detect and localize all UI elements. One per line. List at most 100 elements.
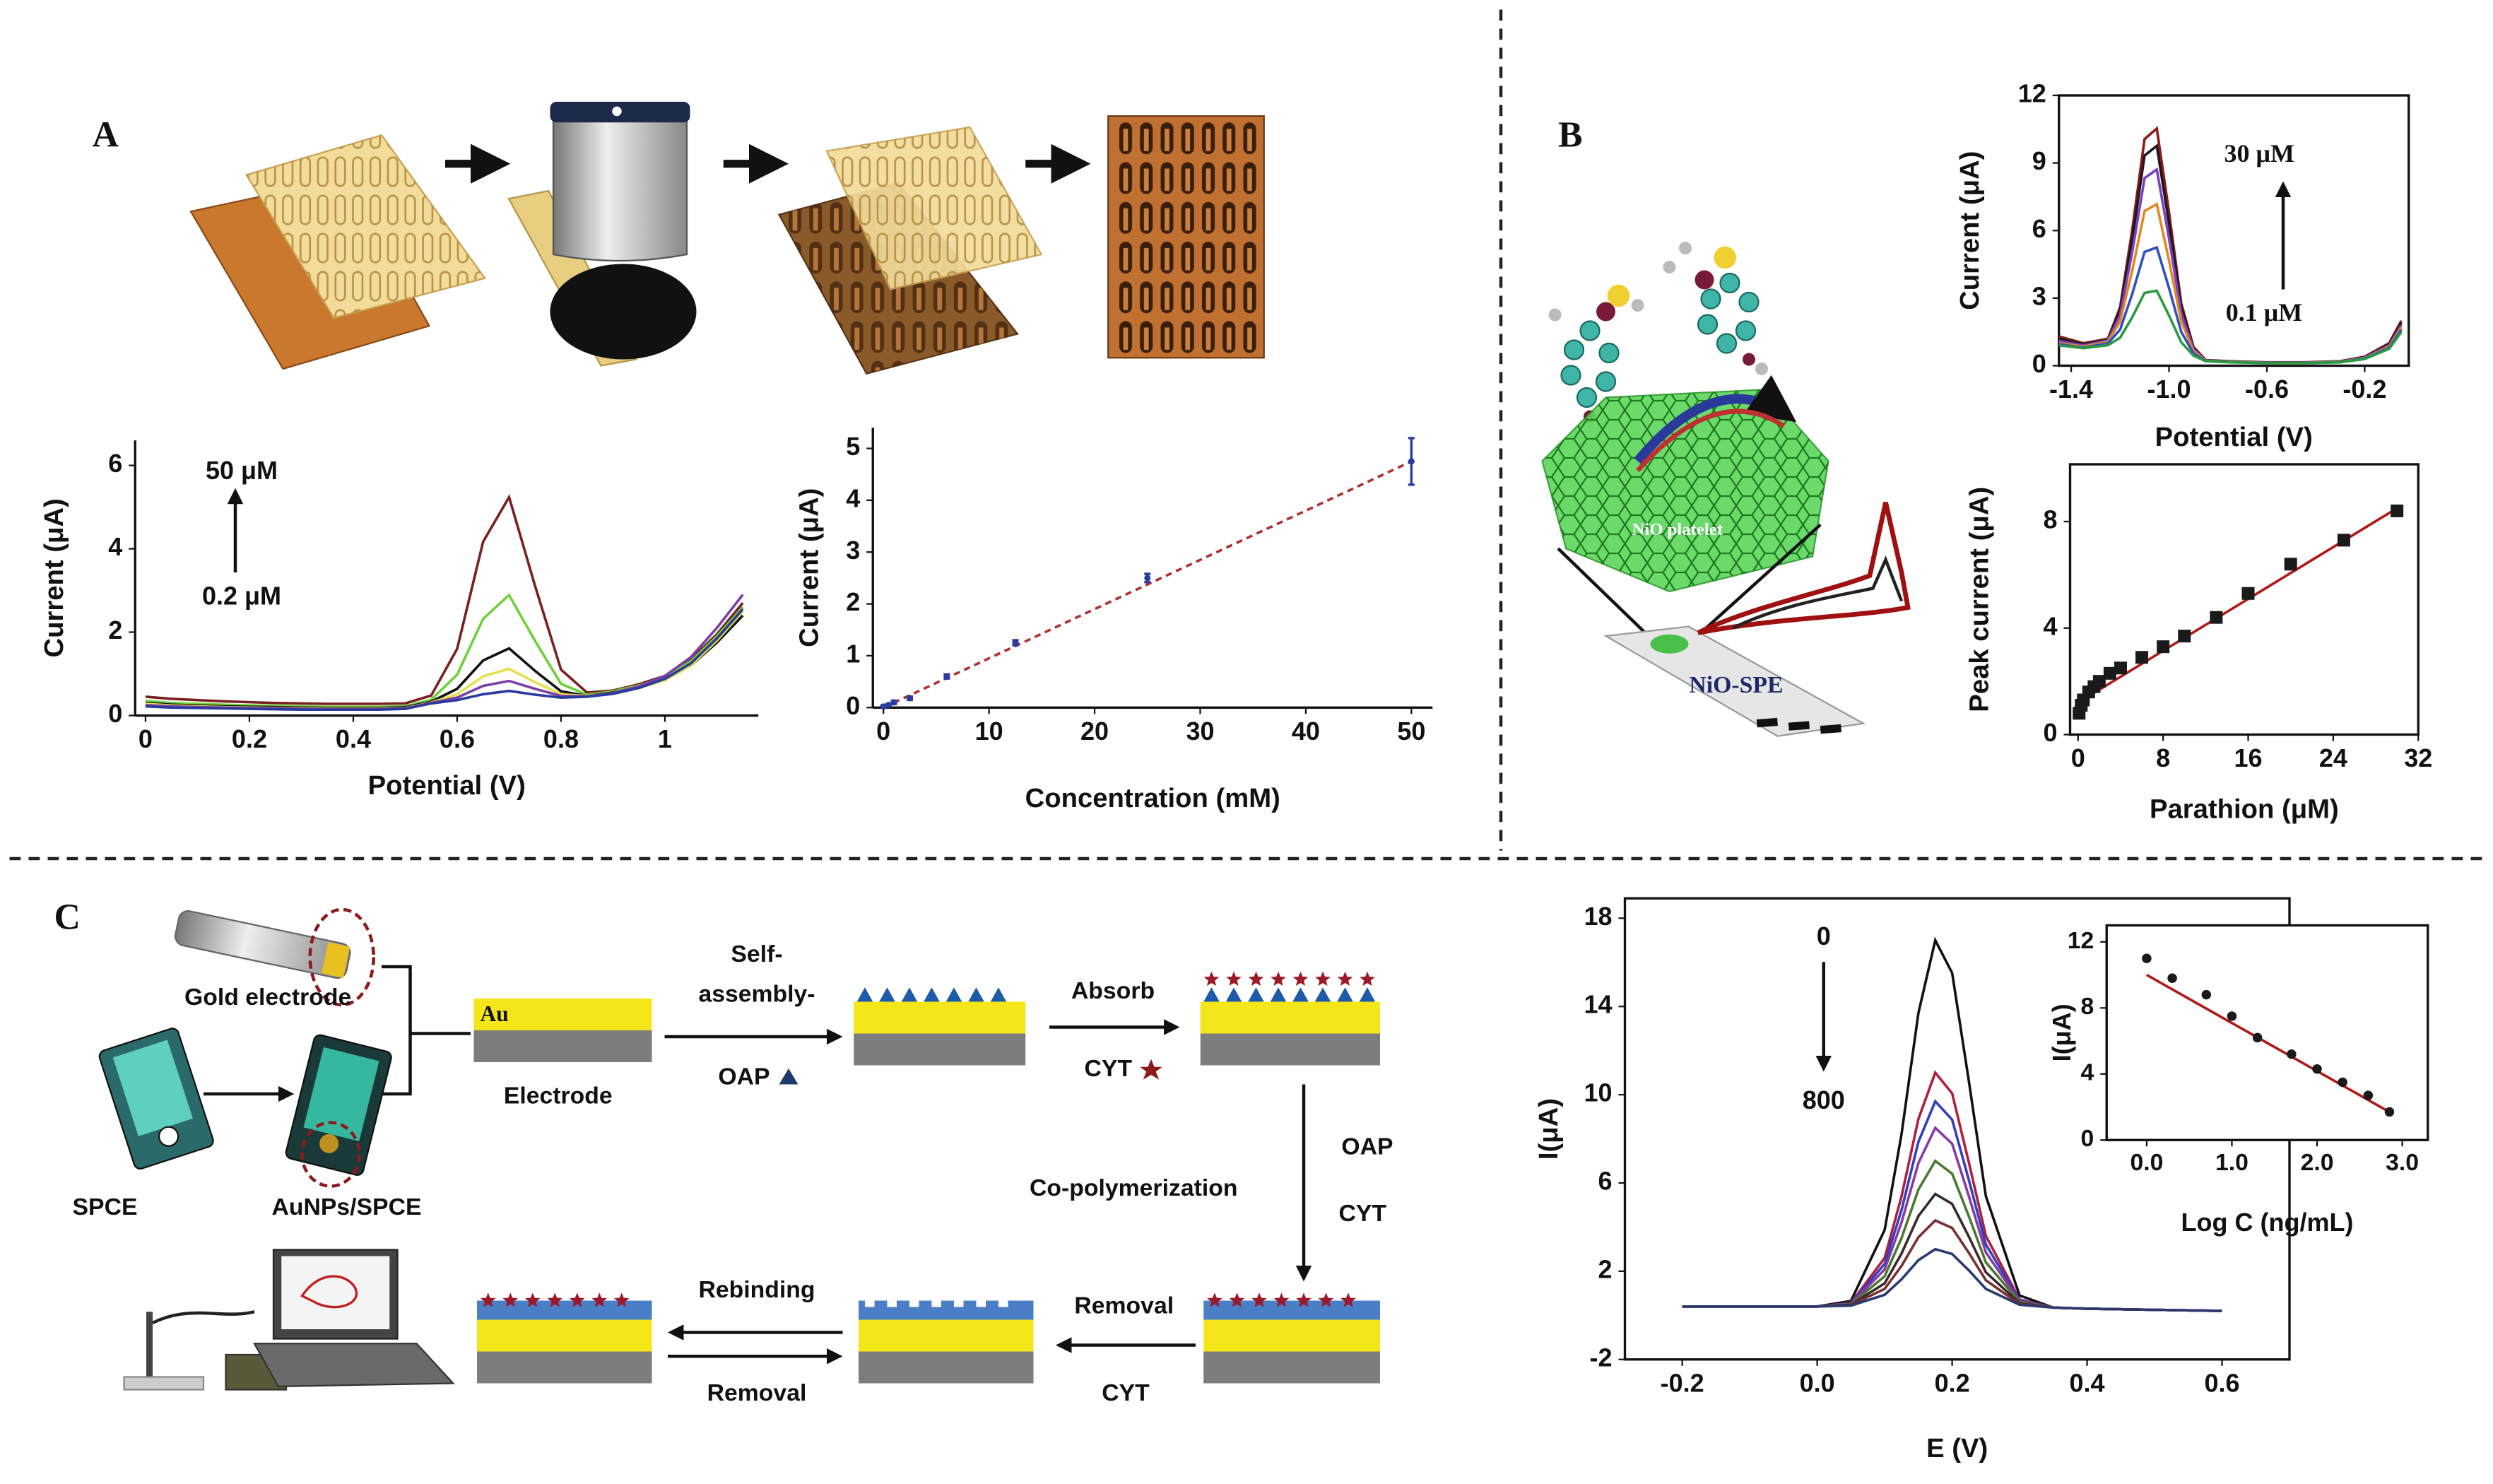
chart: -1.4 -1.0 -0.6 -0.2 0 3 6 9 12 Potential (V) Curre… (1955, 79, 2410, 452)
mip-scheme-part (174, 910, 351, 979)
oap-monomer (1248, 987, 1264, 1002)
imprinted-cavity (909, 1300, 919, 1307)
nio-scheme (1541, 242, 1911, 737)
trendline (2146, 974, 2391, 1114)
data-line (2058, 289, 2403, 365)
cyt-template (502, 1292, 519, 1307)
data-point (2142, 953, 2152, 963)
scheme-label: NiO platelet (1632, 520, 1723, 539)
label: Rebinding (699, 1276, 815, 1303)
mip-scheme-part (174, 910, 351, 979)
y-tick-label: 4 (846, 483, 860, 512)
y-tick-label: 2 (1598, 1254, 1612, 1283)
cyt-template (591, 1292, 608, 1307)
label: CYT (1102, 1379, 1150, 1406)
mip-scheme-part (319, 1133, 339, 1153)
x-tick-label: 8 (2156, 743, 2170, 772)
cyt-template (613, 1292, 630, 1307)
data-point (2241, 587, 2255, 600)
printing-scheme-part (612, 106, 622, 117)
mip-scheme-part (779, 1068, 798, 1085)
nio-scheme-part (1631, 299, 1644, 312)
data-point (2135, 651, 2149, 664)
y-tick-label: 0 (2043, 718, 2057, 747)
nio-scheme-part (1560, 272, 1760, 408)
nio-scheme-part (1635, 408, 1786, 473)
label: Removal (1074, 1292, 1174, 1319)
y-tick-label: -2 (1589, 1343, 1612, 1372)
data-point (2384, 1107, 2395, 1117)
polymer-film (1203, 1300, 1380, 1320)
gold-layer (1203, 1319, 1380, 1352)
mip-scheme (98, 907, 1380, 1391)
data-point (1012, 640, 1019, 647)
x-tick-label: 2.0 (2301, 1149, 2334, 1176)
chart: -0.2 0.0 0.2 0.4 0.6 -2 2 6 10 14 18 E (V) I(μA) (1533, 897, 2291, 1464)
y-tick-label: 4 (108, 532, 122, 561)
gold-layer (477, 1319, 652, 1352)
nio-scheme-part (1743, 353, 1755, 366)
separators (9, 9, 2484, 861)
data-point (2201, 989, 2212, 1000)
oap-monomer (1314, 987, 1331, 1002)
nio-scheme-part (1548, 308, 1562, 322)
y-axis-label: I(μA) (2047, 1003, 2076, 1061)
nio-scheme-part (1714, 246, 1736, 269)
label: OAP (718, 1063, 770, 1090)
cyt-template (1292, 971, 1309, 987)
data-point (2210, 611, 2223, 624)
plot-frame (2068, 463, 2420, 736)
mip-scheme-part (300, 1275, 358, 1309)
printing-scheme-part (827, 127, 1042, 290)
oap-monomer (1292, 987, 1309, 1002)
cyt-template (1251, 1292, 1267, 1307)
nio-scheme-part (1595, 371, 1617, 392)
imprinted-cavity (865, 1300, 875, 1307)
data-line (145, 594, 744, 711)
data-point (2338, 1077, 2347, 1088)
x-tick-label: 10 (975, 717, 1003, 746)
mip-scheme-part (1140, 1059, 1162, 1080)
y-tick-label: 4 (2080, 1059, 2094, 1086)
printing-scheme (189, 102, 1265, 375)
x-tick-label: 16 (2234, 743, 2262, 772)
data-point (1144, 575, 1151, 582)
y-tick-label: 10 (1584, 1078, 1612, 1107)
x-tick-label: 0.0 (2130, 1149, 2163, 1176)
nio-scheme-part (1634, 375, 1797, 464)
y-tick-label: 12 (2068, 927, 2094, 954)
data-point (2337, 534, 2350, 547)
mip-scheme-part (112, 1040, 193, 1136)
data-point (2167, 973, 2177, 984)
nio-scheme-part (1687, 523, 1822, 645)
cyt-template (1337, 971, 1353, 987)
trendline (883, 460, 1413, 709)
y-tick-label: 3 (846, 536, 860, 565)
nio-scheme-part (1755, 363, 1768, 376)
mip-scheme-part (382, 965, 471, 1096)
x-tick-label: 1.0 (2215, 1149, 2249, 1176)
nio-scheme-part (1557, 547, 1658, 645)
nio-scheme-part (1756, 717, 1841, 734)
nio-scheme-part (1695, 270, 1714, 290)
y-tick-label: 8 (2043, 505, 2057, 534)
data-line (1682, 1247, 2222, 1312)
nio-scheme-part (1735, 320, 1757, 341)
nio-scheme-part (1576, 387, 1598, 408)
x-tick-label: 0.6 (440, 724, 475, 753)
y-tick-label: 0 (2080, 1125, 2094, 1152)
mip-scheme-part (151, 1310, 255, 1325)
x-tick-label: -1.0 (2147, 375, 2191, 404)
nio-scheme-part (1563, 339, 1585, 360)
cyt-template (569, 1292, 585, 1307)
y-tick-label: 0 (2032, 349, 2046, 378)
annotation: 50 μM (206, 456, 278, 485)
x-axis-label: Log C (ng/mL) (2181, 1208, 2354, 1237)
y-tick-label: 6 (2032, 214, 2046, 243)
data-line (1682, 1192, 2222, 1312)
x-tick-label: -1.4 (2049, 375, 2093, 404)
x-tick-label: 32 (2404, 743, 2432, 772)
y-tick-label: 0 (108, 699, 122, 728)
data-point (943, 673, 950, 680)
cyt-template (1229, 1292, 1245, 1307)
